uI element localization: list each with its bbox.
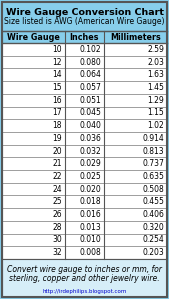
Text: 2.03: 2.03 [147,58,164,67]
Text: 0.016: 0.016 [80,210,101,219]
Text: 0.057: 0.057 [79,83,101,92]
Bar [2,259,167,297]
Text: 30: 30 [52,235,62,245]
Text: 0.045: 0.045 [79,108,101,118]
Bar [2,208,167,221]
Bar [2,2,167,31]
Bar [2,196,167,208]
Bar [2,145,167,157]
Bar [2,234,167,246]
Text: 0.025: 0.025 [80,172,101,181]
Text: 0.508: 0.508 [142,184,164,194]
Bar [2,132,167,145]
Text: 25: 25 [52,197,62,206]
Bar [2,221,167,234]
Text: 14: 14 [52,70,62,79]
Text: Millimeters: Millimeters [110,33,161,42]
Text: 1.45: 1.45 [147,83,164,92]
Bar [2,183,167,196]
Bar [2,94,167,106]
Text: 21: 21 [52,159,62,168]
Text: 0.813: 0.813 [142,147,164,155]
Text: 0.635: 0.635 [142,172,164,181]
Text: 12: 12 [52,58,62,67]
Text: 0.737: 0.737 [142,159,164,168]
Text: Wire Gauge Conversion Chart: Wire Gauge Conversion Chart [6,8,163,17]
Text: 17: 17 [52,108,62,118]
Bar [2,43,167,56]
Text: 19: 19 [52,134,62,143]
Text: 15: 15 [52,83,62,92]
Text: 1.02: 1.02 [147,121,164,130]
Bar [2,157,167,170]
Text: sterling, copper and other jewelry wire.: sterling, copper and other jewelry wire. [9,274,160,283]
Text: 0.020: 0.020 [80,184,101,194]
Text: 22: 22 [52,172,62,181]
Text: 0.064: 0.064 [79,70,101,79]
Text: 0.036: 0.036 [79,134,101,143]
Text: 0.029: 0.029 [80,159,101,168]
Text: 24: 24 [52,184,62,194]
Text: 0.080: 0.080 [80,58,101,67]
Text: http://irdephilips.blogspot.com: http://irdephilips.blogspot.com [42,289,127,294]
Text: 0.455: 0.455 [142,197,164,206]
Bar [2,56,167,68]
Text: 32: 32 [52,248,62,257]
Text: 0.032: 0.032 [80,147,101,155]
Bar [2,81,167,94]
Text: 1.15: 1.15 [147,108,164,118]
Bar [2,119,167,132]
Text: 28: 28 [52,223,62,232]
Text: 26: 26 [52,210,62,219]
Text: 0.040: 0.040 [79,121,101,130]
Text: 1.29: 1.29 [147,96,164,105]
Text: 1.63: 1.63 [147,70,164,79]
Text: Wire Gauge: Wire Gauge [7,33,60,42]
Bar [2,106,167,119]
Text: 20: 20 [52,147,62,155]
Text: 0.406: 0.406 [142,210,164,219]
Text: 0.203: 0.203 [142,248,164,257]
Text: 10: 10 [52,45,62,54]
Text: 0.051: 0.051 [80,96,101,105]
Text: 18: 18 [52,121,62,130]
Bar [2,170,167,183]
Text: 0.010: 0.010 [80,235,101,245]
Text: 0.254: 0.254 [142,235,164,245]
Text: 0.914: 0.914 [142,134,164,143]
Bar [2,246,167,259]
Bar [2,68,167,81]
Text: Convert wire gauge to inches or mm, for: Convert wire gauge to inches or mm, for [7,265,162,274]
Text: 16: 16 [52,96,62,105]
Bar [2,31,167,43]
Text: Size listed is AWG (American Wire Gauge): Size listed is AWG (American Wire Gauge) [4,17,165,26]
Text: 0.102: 0.102 [80,45,101,54]
Text: 0.013: 0.013 [80,223,101,232]
Text: Inches: Inches [70,33,99,42]
Text: 0.320: 0.320 [142,223,164,232]
Text: 0.018: 0.018 [80,197,101,206]
Text: 2.59: 2.59 [147,45,164,54]
Text: 0.008: 0.008 [80,248,101,257]
Bar [2,31,167,259]
